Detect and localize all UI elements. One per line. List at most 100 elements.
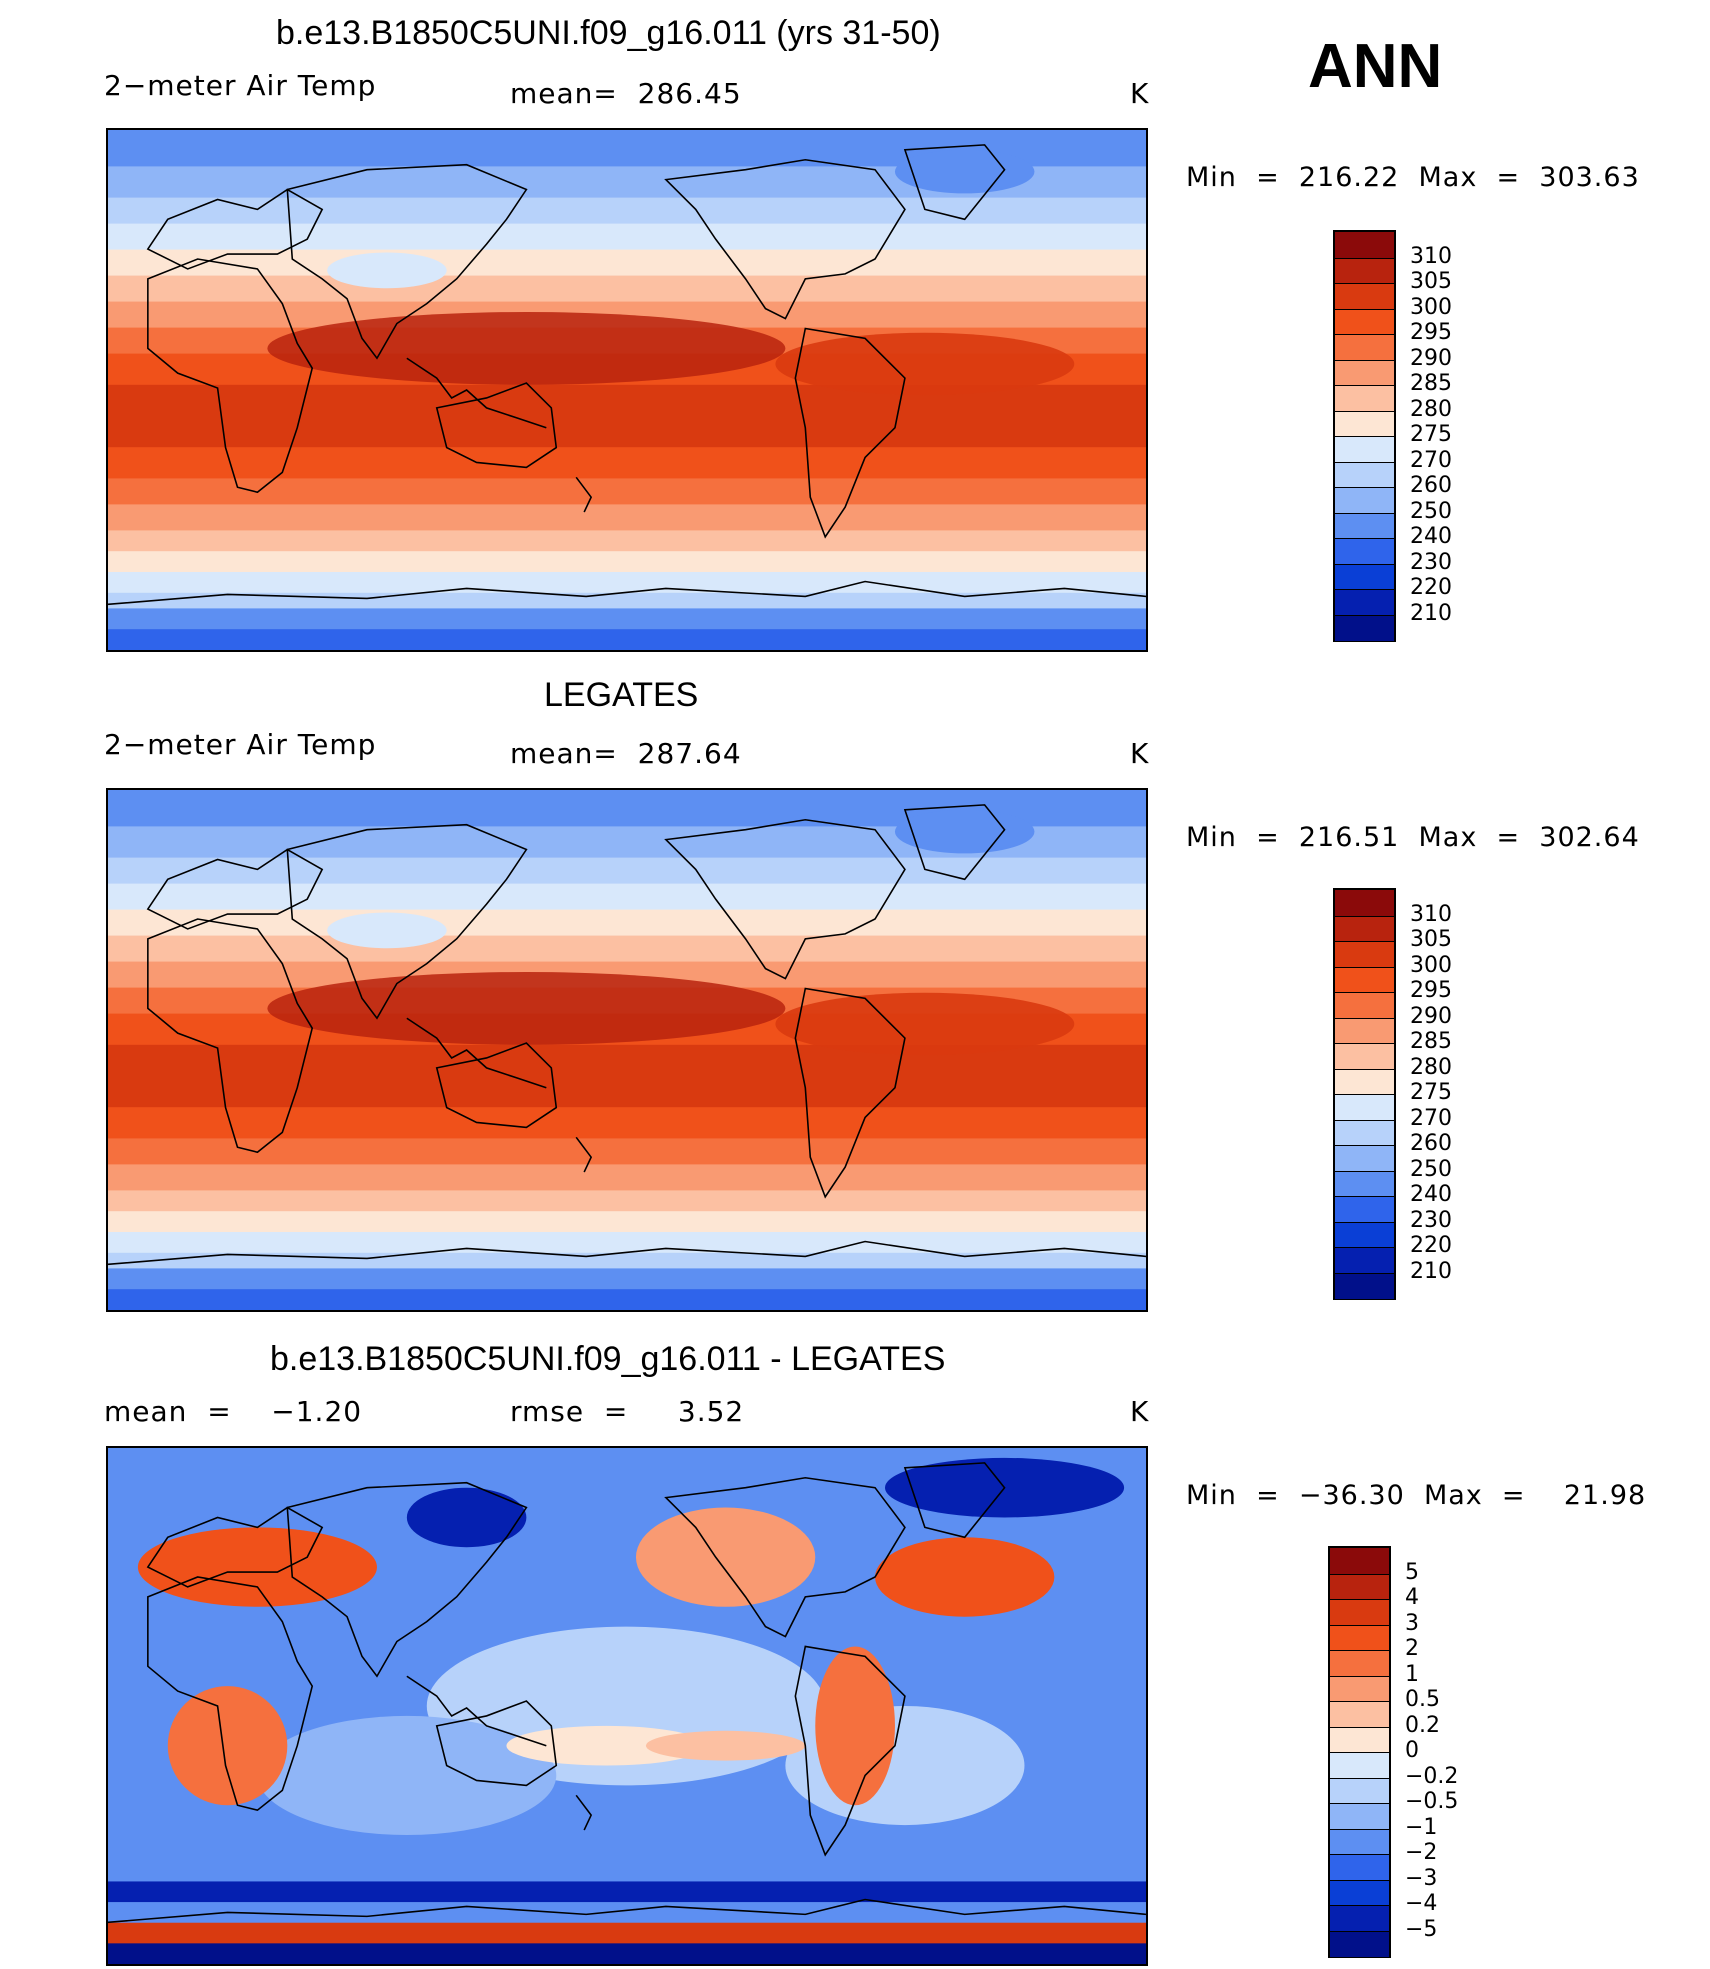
map-diff [106,1446,1148,1966]
colorbar-segment [1335,1068,1394,1095]
colorbar-segment [1335,1247,1394,1274]
colorbar-label: 305 [1410,269,1452,294]
colorbar-segment [1330,1854,1389,1881]
colorbar-label: 5 [1405,1559,1419,1585]
anomaly-region [815,1646,895,1806]
coastline [435,1700,558,1787]
coastline [794,327,906,539]
panel-title-model: b.e13.B1850C5UNI.f09_g16.011 (yrs 31-50) [276,14,941,52]
colorbar-label: 230 [1410,549,1452,575]
colorbar-label: −1 [1405,1814,1438,1840]
colorbar-segment [1335,308,1394,335]
colorbar-label: 280 [1410,1054,1452,1080]
colorbar-segment [1330,1675,1389,1702]
panel-variable-obs: 2−meter Air Temp [104,728,377,761]
contour-band [108,1268,1146,1291]
coastline [147,918,314,1154]
anomaly-region [875,1537,1055,1617]
coastline [794,1645,906,1857]
colorbar-segment [1330,1828,1389,1855]
colorbar-segment [1335,1145,1394,1172]
colorbar-label: 2 [1405,1636,1419,1661]
contour-band [108,447,1146,480]
contour-band [108,1289,1146,1310]
colorbar-segment [1330,1548,1389,1575]
colorbar-segment [1335,359,1394,386]
colorbar-segment [1335,1272,1394,1299]
panel-units-diff: K [1130,1395,1150,1428]
cold-region [327,252,447,289]
colorbar-segment [1330,1726,1389,1753]
colorbar-segment [1335,1043,1394,1070]
contour-band [108,1164,1146,1192]
contour-band [108,608,1146,631]
colorbar-label: 290 [1410,1003,1452,1029]
colorbar-segment [1335,966,1394,993]
colorbar-segment [1330,1930,1389,1957]
contour-band [108,1211,1146,1233]
panel-units-obs: K [1130,737,1150,770]
colorbar-segment [1330,1879,1389,1906]
coastline [146,848,324,930]
colorbar-label: 240 [1410,524,1452,549]
coastline [108,1898,1146,1924]
colorbar-label: 290 [1410,345,1452,371]
colorbar-segment [1335,563,1394,590]
colorbar-label: 300 [1410,952,1452,978]
coastline [664,818,906,980]
warm-pool [267,312,786,385]
colorbar-label: 0 [1405,1738,1419,1763]
contour-band [108,935,1146,963]
contour-band [108,1943,1146,1964]
cold-region [894,809,1035,854]
colorbar-label: −0.5 [1405,1789,1459,1814]
colorbar-segment [1335,512,1394,539]
colorbar-segment [1335,890,1394,917]
minmax-diff: Min = −36.30 Max = 21.98 [1186,1480,1647,1511]
panel-mean-obs: mean= 287.64 [510,737,742,770]
colorbar-segment [1330,1624,1389,1651]
colorbar-label: 310 [1410,243,1452,269]
colorbar-label: 230 [1410,1207,1452,1233]
coastline [108,580,1146,606]
contour-band [108,572,1146,594]
colorbar-label: 250 [1410,498,1452,524]
contour-band [108,1232,1146,1254]
cold-region [894,149,1035,194]
colorbar-label: 285 [1410,1029,1452,1054]
anomaly-region [506,1725,706,1766]
colorbar-obs [1333,888,1396,1300]
colorbar-segment [1330,1905,1389,1932]
colorbar-label: 220 [1410,1233,1452,1258]
contour-band [108,1044,1146,1109]
colorbar-label: 210 [1410,600,1452,626]
contour-band [108,1138,1146,1166]
colorbar-label: −5 [1405,1916,1438,1942]
panel-mean-model: mean= 286.45 [510,77,742,110]
warm-region [775,332,1075,396]
colorbar-segment [1335,1119,1394,1146]
minmax-model: Min = 216.22 Max = 303.63 [1186,162,1640,193]
contour-band [108,249,1146,277]
anomaly-region [645,1730,806,1761]
colorbar-label: 270 [1410,447,1452,473]
contour-band [108,1107,1146,1140]
contour-band [108,909,1146,937]
colorbar-segment [1335,614,1394,641]
warm-pool [267,972,786,1045]
coastline [435,1042,558,1129]
contour-band [108,1881,1146,1903]
colorbar-segment [1330,1650,1389,1677]
coastline [286,1481,528,1678]
colorbar-label: 275 [1410,422,1452,447]
colorbar-label: 270 [1410,1105,1452,1131]
colorbar-segment [1330,1752,1389,1779]
colorbar-segment [1335,232,1394,259]
coastline [147,1576,314,1812]
panel-mean-diff: mean = −1.20 [104,1395,363,1428]
coastline [146,1506,324,1588]
colorbar-label: 275 [1410,1080,1452,1105]
coastline [575,1136,593,1173]
colorbar-label: 0.2 [1405,1712,1440,1738]
